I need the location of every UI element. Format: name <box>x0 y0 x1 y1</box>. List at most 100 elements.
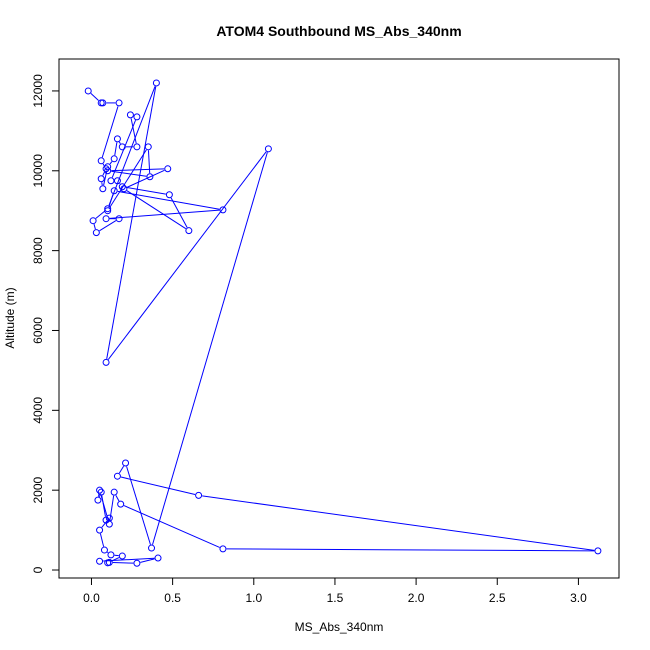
data-point <box>165 191 173 199</box>
data-point <box>144 143 152 151</box>
data-point <box>100 546 108 554</box>
series-segment <box>90 93 99 101</box>
data-point <box>96 486 104 494</box>
data-point <box>104 207 112 215</box>
series-segment <box>111 168 165 172</box>
data-point <box>102 165 110 173</box>
data-point <box>104 205 112 213</box>
series-segment <box>99 533 105 547</box>
data-point <box>84 87 92 95</box>
data-point <box>122 459 130 467</box>
data-point <box>110 187 118 195</box>
series-segment <box>118 141 121 145</box>
chart-title: ATOM4 Southbound MS_Abs_340nm <box>216 23 461 39</box>
data-point <box>118 143 126 151</box>
data-point <box>102 215 110 223</box>
series-segment <box>107 551 109 554</box>
data-point <box>115 215 123 223</box>
x-tick-label: 3.0 <box>570 591 587 605</box>
data-point <box>104 167 112 175</box>
data-point <box>96 557 104 565</box>
series-segment <box>114 142 118 156</box>
series-segment <box>112 562 134 564</box>
data-point <box>120 185 128 193</box>
data-point <box>185 227 193 235</box>
data-point <box>105 514 113 522</box>
series-segment <box>95 210 106 219</box>
series-layer <box>84 79 602 567</box>
data-point <box>115 99 123 107</box>
data-point <box>97 157 105 165</box>
series-segment <box>125 186 166 195</box>
x-tick-label: 0.0 <box>83 591 100 605</box>
series-segment <box>98 495 101 498</box>
data-point <box>133 559 141 567</box>
data-point <box>146 173 154 181</box>
data-point <box>99 185 107 193</box>
series-segment <box>109 209 220 219</box>
series-segment <box>103 170 108 186</box>
data-point <box>110 155 118 163</box>
series-segment <box>101 495 106 517</box>
data-point <box>92 229 100 237</box>
data-point <box>97 175 105 183</box>
data-point <box>264 145 272 153</box>
series-segment <box>123 505 220 548</box>
series-segment <box>99 220 117 232</box>
data-point <box>152 79 160 87</box>
series-segment <box>102 163 105 166</box>
series-segment <box>101 520 108 528</box>
series-segment <box>226 548 595 552</box>
series-segment <box>106 86 157 359</box>
data-point <box>219 206 227 214</box>
y-axis-label: Altitude (m) <box>3 287 17 348</box>
series-segment <box>117 190 220 210</box>
x-tick-label: 2.0 <box>408 591 425 605</box>
y-tick-label: 6000 <box>31 317 45 344</box>
series-segment <box>111 120 137 178</box>
data-point <box>117 500 125 508</box>
series-segment <box>109 495 115 521</box>
data-point <box>126 111 134 119</box>
y-tick-label: 2000 <box>31 476 45 503</box>
y-tick-label: 0 <box>31 566 45 573</box>
series-segment <box>130 118 137 144</box>
data-point <box>154 554 162 562</box>
data-point <box>96 526 104 534</box>
data-point <box>118 552 126 560</box>
series-segment <box>120 476 196 496</box>
series-segment <box>140 558 155 563</box>
data-point <box>107 551 115 559</box>
series-segment <box>101 106 119 158</box>
x-axis-label: MS_Abs_340nm <box>295 620 384 634</box>
data-point <box>97 488 105 496</box>
series-segment <box>109 149 147 208</box>
series-segment <box>152 152 268 545</box>
data-point <box>99 99 107 107</box>
data-point <box>133 113 141 121</box>
y-tick-label: 8000 <box>31 237 45 264</box>
data-point <box>133 143 141 151</box>
series-segment <box>126 190 187 230</box>
y-tick-label: 12000 <box>31 74 45 108</box>
series-segment <box>93 224 96 230</box>
y-tick-label: 10000 <box>31 154 45 188</box>
series-segment <box>111 170 147 177</box>
series-segment <box>147 150 151 174</box>
series-segment <box>202 495 595 551</box>
series-segment <box>107 151 267 360</box>
data-point <box>148 544 156 552</box>
series-segment <box>115 495 120 502</box>
x-tick-label: 0.5 <box>164 591 181 605</box>
data-point <box>94 496 102 504</box>
data-point <box>113 177 121 185</box>
series-segment <box>108 86 156 206</box>
x-tick-label: 1.5 <box>327 591 344 605</box>
data-point <box>104 163 112 171</box>
data-point <box>113 135 121 143</box>
y-tick-label: 4000 <box>31 397 45 424</box>
data-point <box>105 558 113 566</box>
data-point <box>102 358 110 366</box>
data-point <box>113 472 121 480</box>
